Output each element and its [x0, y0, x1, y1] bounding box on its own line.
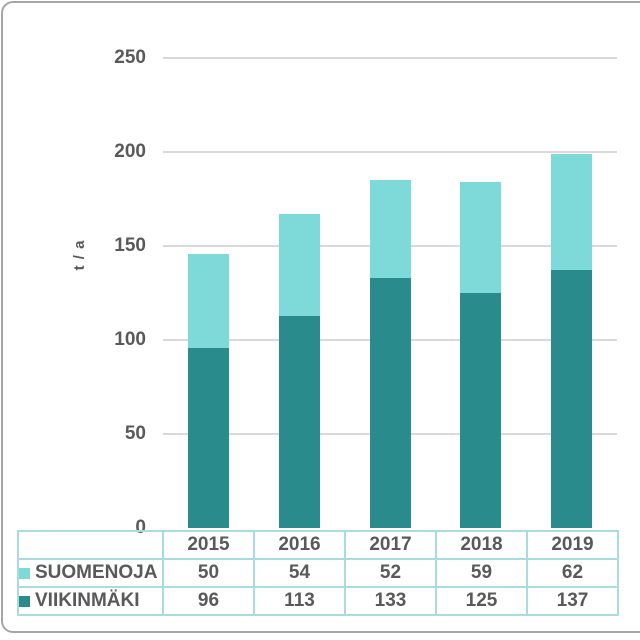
y-tick-label-200: 200	[114, 141, 146, 162]
table-corner-blank	[17, 530, 164, 560]
bar-segment-suomenoja-2017	[369, 180, 411, 278]
value-suomenoja-2016: 54	[253, 558, 346, 588]
value-suomenoja-2015: 50	[162, 558, 255, 588]
value-viikinmäki-2018: 125	[435, 586, 528, 616]
table-header-row: 2015 2016 2017 2018 2019	[17, 530, 619, 560]
year-header-2017: 2017	[344, 530, 437, 560]
value-viikinmäki-2015: 96	[162, 586, 255, 616]
bar-segment-viikinmäki-2016	[278, 315, 320, 528]
bar-segment-viikinmäki-2018	[460, 293, 502, 528]
legend-label-suomenoja: SUOMENOJA	[17, 558, 164, 588]
bar-segment-suomenoja-2015	[187, 253, 229, 348]
legend-swatch-icon	[20, 568, 30, 579]
value-viikinmäki-2017: 133	[344, 586, 437, 616]
legend-swatch-icon	[20, 596, 30, 607]
bar-segment-suomenoja-2018	[460, 182, 502, 293]
bar-segment-suomenoja-2019	[551, 153, 593, 271]
y-tick-label-0: 0	[135, 517, 146, 538]
bar-segment-viikinmäki-2017	[369, 277, 411, 528]
bar-segment-viikinmäki-2019	[551, 270, 593, 528]
value-viikinmäki-2019: 137	[526, 586, 619, 616]
y-tick-label-150: 150	[114, 235, 146, 256]
table-row-suomenoja: SUOMENOJA 50 54 52 59 62	[17, 558, 619, 588]
year-header-2016: 2016	[253, 530, 346, 560]
table-row-viikinmäki: VIIKINMÄKI 96 113 133 125 137	[17, 586, 619, 616]
year-header-2018: 2018	[435, 530, 528, 560]
value-viikinmäki-2016: 113	[253, 586, 346, 616]
y-tick-label-250: 250	[114, 47, 146, 68]
value-suomenoja-2017: 52	[344, 558, 437, 588]
year-header-2019: 2019	[526, 530, 619, 560]
bar-segment-suomenoja-2016	[278, 214, 320, 316]
data-table: 2015 2016 2017 2018 2019 SUOMENOJA 50 54 52 59 62 V…	[17, 530, 619, 616]
gridline-250	[163, 57, 617, 59]
year-header-2015: 2015	[162, 530, 255, 560]
y-tick-label-100: 100	[114, 329, 146, 350]
y-tick-label-50: 50	[124, 423, 146, 444]
bar-segment-viikinmäki-2015	[187, 347, 229, 528]
gridline-200	[163, 151, 617, 153]
legend-label-viikinmäki: VIIKINMÄKI	[17, 586, 164, 616]
value-suomenoja-2018: 59	[435, 558, 528, 588]
value-suomenoja-2019: 62	[526, 558, 619, 588]
